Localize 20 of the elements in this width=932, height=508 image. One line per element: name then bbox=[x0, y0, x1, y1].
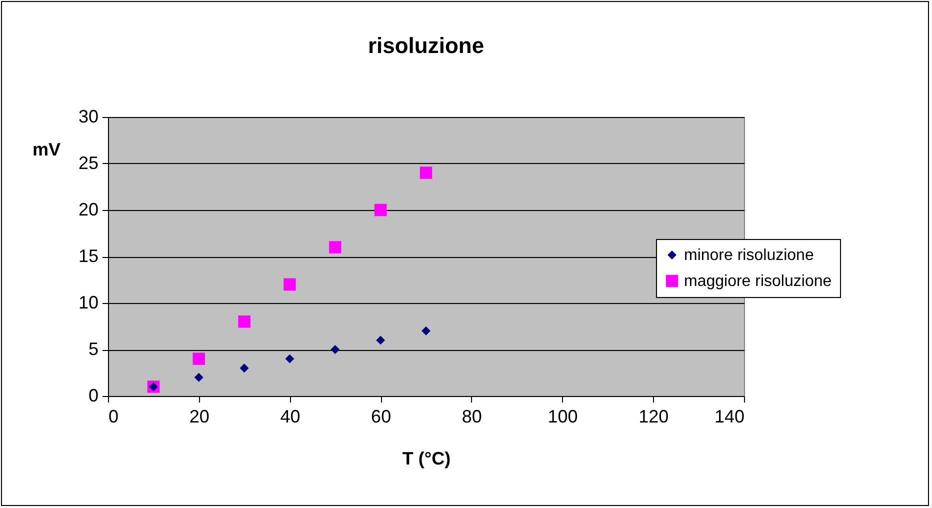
x-tick-label: 20 bbox=[189, 406, 210, 426]
x-tick-label: 60 bbox=[371, 406, 392, 426]
y-tick-label: 10 bbox=[78, 292, 98, 312]
legend-label: minore risoluzione bbox=[684, 247, 814, 264]
chart-title: risoluzione bbox=[368, 33, 484, 58]
y-tick-label: 15 bbox=[78, 246, 98, 266]
y-axis-title: mV bbox=[32, 140, 61, 160]
x-tick-label: 0 bbox=[108, 406, 119, 426]
y-tick-label: 25 bbox=[78, 153, 98, 173]
legend-label: maggiore risoluzione bbox=[684, 273, 832, 290]
x-tick-label: 140 bbox=[714, 406, 744, 426]
x-tick-label: 120 bbox=[638, 406, 669, 426]
x-tick-label: 80 bbox=[462, 406, 482, 426]
x-tick-label: 100 bbox=[548, 406, 578, 426]
y-tick-label: 20 bbox=[78, 200, 98, 220]
x-tick-label: 40 bbox=[280, 406, 300, 426]
x-axis-title: T (°C) bbox=[402, 448, 451, 468]
y-tick-label: 30 bbox=[78, 106, 98, 126]
y-tick-label: 5 bbox=[88, 339, 98, 359]
y-tick-label: 0 bbox=[88, 386, 98, 406]
